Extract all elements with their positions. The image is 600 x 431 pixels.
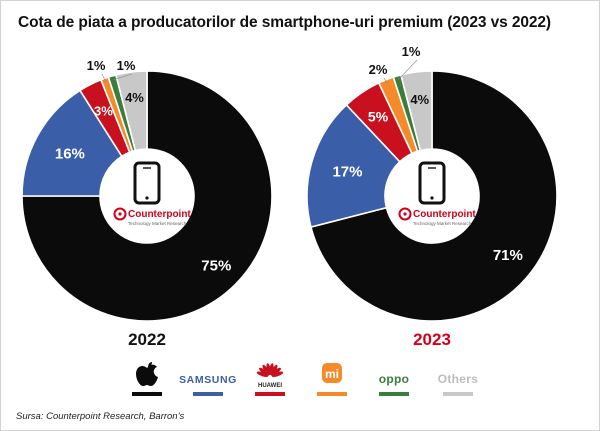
apple-logo-icon: [136, 362, 158, 386]
legend-swatch-samsung: [193, 392, 223, 396]
counterpoint-brand-text: Counterpoint: [128, 209, 191, 220]
slice-apple-2023: [309, 70, 558, 322]
value-label-others-2022: 4%: [125, 90, 144, 105]
legend-label-samsung: SAMSUNG: [179, 374, 237, 386]
legend-item-apple: [132, 362, 162, 396]
value-label-samsung-2023: 17%: [332, 163, 362, 180]
slice-samsung-2023: [306, 103, 401, 229]
xiaomi-logo-icon: mi: [322, 363, 342, 383]
value-label-huawei-2023: 5%: [368, 109, 389, 125]
legend-swatch-others: [443, 392, 473, 396]
value-label-xiaomi-2022: 1%: [87, 58, 106, 73]
leader-line-xiaomi: [101, 73, 107, 83]
slice-apple-2022: [21, 70, 273, 322]
slice-others-2023: [399, 70, 433, 152]
value-label-xiaomi-2023: 2%: [369, 62, 388, 77]
huawei-logo-text: HUAWEI: [258, 383, 282, 389]
legend-swatch-apple: [132, 392, 162, 396]
legend-item-xiaomi: mi: [317, 363, 347, 396]
slice-others-2022: [114, 70, 148, 152]
legend-swatch-oppo: [379, 392, 409, 396]
legend-item-oppo: oppo: [379, 372, 410, 396]
value-label-huawei-2022: 3%: [94, 103, 113, 118]
value-label-apple-2023: 71%: [493, 247, 523, 264]
value-label-oppo-2022: 1%: [117, 58, 136, 73]
leader-line-xiaomi: [383, 77, 388, 84]
value-label-samsung-2022: 16%: [55, 146, 85, 163]
legend-label-others: Others: [438, 372, 479, 386]
xiaomi-logo-text: mi: [325, 367, 339, 381]
legend-item-samsung: SAMSUNG: [179, 374, 237, 396]
slice-samsung-2022: [21, 89, 123, 197]
legend-swatch-huawei: [255, 392, 285, 396]
huawei-logo-icon: HUAWEI: [256, 363, 284, 389]
counterpoint-tagline: Technology Market Research: [128, 221, 187, 226]
smartphone-icon: [418, 161, 446, 205]
year-label-2023: 2023: [413, 330, 451, 349]
legend-item-others: Others: [438, 372, 479, 396]
year-label-2022: 2022: [128, 330, 166, 349]
value-label-oppo-2023: 1%: [402, 44, 421, 59]
value-label-others-2023: 4%: [410, 92, 429, 107]
legend: SAMSUNG HUAWEI mi oppo Others: [132, 362, 478, 396]
legend-swatch-xiaomi: [317, 392, 347, 396]
legend-item-huawei: HUAWEI: [255, 363, 285, 396]
value-label-apple-2022: 75%: [201, 257, 231, 274]
counterpoint-brand-text: Counterpoint: [413, 209, 476, 220]
smartphone-icon: [133, 161, 161, 205]
leader-line-oppo: [113, 73, 133, 81]
leader-line-oppo: [398, 59, 418, 81]
chart-title: Cota de piata a producatorilor de smartp…: [18, 14, 551, 31]
counterpoint-tagline: Technology Market Research: [413, 221, 472, 226]
source-note: Sursa: Counterpoint Research, Barron’s: [16, 411, 185, 422]
legend-label-oppo: oppo: [379, 372, 410, 386]
